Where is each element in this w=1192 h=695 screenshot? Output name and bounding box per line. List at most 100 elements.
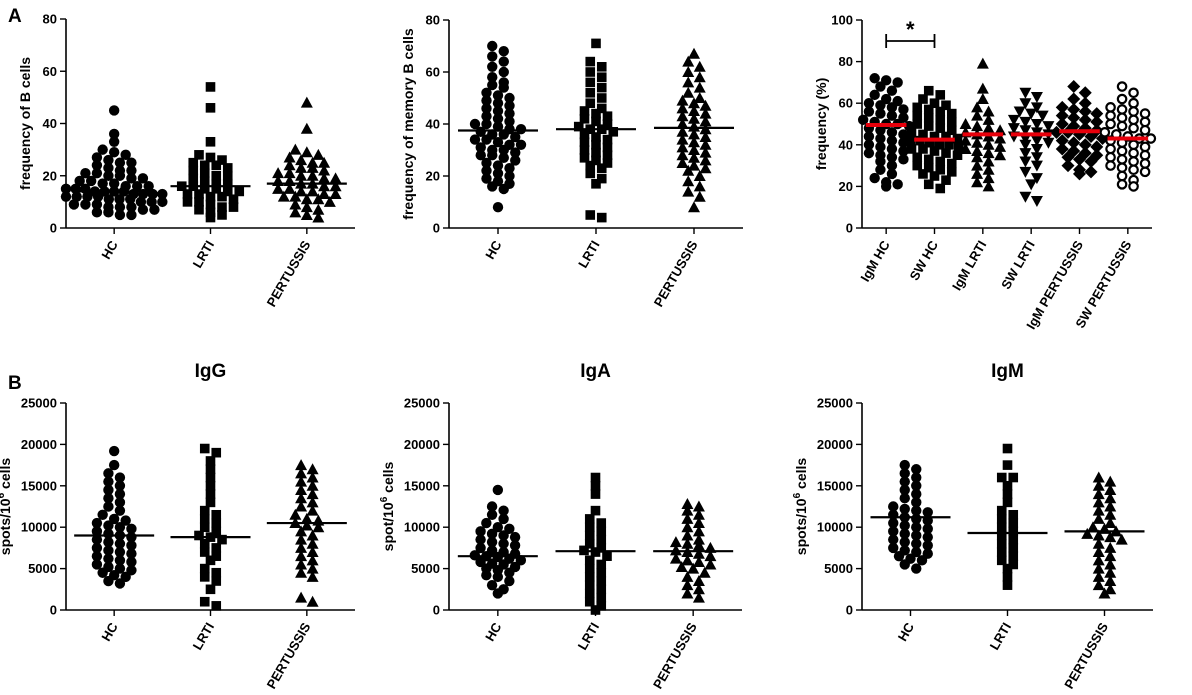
data-point-sw-lrti-8 <box>1019 116 1032 128</box>
data-point-hc-21 <box>85 175 97 187</box>
data-point-pertussis-9 <box>306 496 319 508</box>
data-point-hc-43 <box>510 155 521 166</box>
data-point-sw-pertussis-35 <box>1128 164 1139 176</box>
data-point-pertussis-8 <box>1092 504 1105 516</box>
data-point-hc-13 <box>486 536 498 548</box>
data-point-hc-31 <box>504 567 515 578</box>
data-point-pertussis-39 <box>693 180 706 192</box>
data-point-igm-lrti-4 <box>982 105 995 117</box>
data-point-hc-22 <box>888 526 899 537</box>
data-point-hc-34 <box>504 575 515 587</box>
chart-5: IgA spot/106 cells 0 5000 10000 15000 20000 250… <box>379 361 742 691</box>
data-point-hc-57 <box>103 207 114 218</box>
data-point-igm-pertussis-21 <box>1055 134 1069 148</box>
data-point-pertussis-17 <box>1104 531 1117 543</box>
data-point-pertussis-21 <box>1092 546 1105 558</box>
data-point-pertussis-15 <box>1081 527 1094 539</box>
data-point-sw-hc-34 <box>923 154 934 165</box>
data-point-hc-11 <box>899 503 910 515</box>
data-point-lrti-8 <box>199 505 210 516</box>
data-point-pertussis-24 <box>295 550 308 562</box>
data-point-hc-19 <box>91 526 103 537</box>
data-point-pertussis-11 <box>699 99 712 111</box>
data-point-hc-16 <box>481 103 492 114</box>
data-point-pertussis-17 <box>699 115 712 127</box>
data-point-hc-13 <box>126 165 137 176</box>
x-tick-label-hc: HC <box>98 237 121 261</box>
data-point-pertussis-30 <box>295 591 308 603</box>
series-lrti <box>176 82 245 223</box>
data-point-hc-39 <box>510 147 521 158</box>
data-point-hc-9 <box>126 157 137 168</box>
data-point-hc-1 <box>108 459 120 471</box>
data-point-hc-14 <box>80 167 91 179</box>
chart-title: IgM <box>991 361 1024 382</box>
data-point-pertussis-21 <box>676 125 689 137</box>
data-point-hc-35 <box>515 139 527 150</box>
data-point-hc-18 <box>126 173 137 184</box>
data-point-hc-32 <box>481 570 492 581</box>
data-point-hc-37 <box>157 188 168 200</box>
data-point-sw-hc-21 <box>952 133 963 144</box>
data-point-hc-34 <box>126 556 137 568</box>
series-lrti <box>194 443 227 611</box>
data-point-lrti-4 <box>584 514 595 524</box>
chart-2: frequency of memory B cells 0 20 40 60 80 HC LR… <box>400 13 743 309</box>
data-point-hc-48 <box>68 199 80 210</box>
data-point-igm-pertussis-10 <box>1078 113 1092 127</box>
data-point-pertussis-4 <box>693 71 706 83</box>
data-point-hc-36 <box>916 555 928 566</box>
data-point-hc-0 <box>108 105 120 116</box>
data-point-hc-53 <box>487 181 498 192</box>
data-point-sw-pertussis-6 <box>1128 106 1139 117</box>
data-point-sw-hc-17 <box>906 127 917 138</box>
x-tick-label-hc: HC <box>895 619 918 643</box>
data-point-hc-6 <box>899 484 910 496</box>
data-point-hc-27 <box>60 183 72 195</box>
data-point-lrti-7 <box>996 505 1007 516</box>
data-point-lrti-3 <box>585 67 596 77</box>
data-point-sw-hc-18 <box>918 129 928 140</box>
data-point-pertussis-29 <box>681 587 694 599</box>
data-point-pertussis-29 <box>306 570 319 582</box>
data-point-lrti-1 <box>211 447 222 458</box>
data-point-igm-hc-3 <box>875 81 886 92</box>
data-point-sw-pertussis-1 <box>1128 87 1139 99</box>
data-point-sw-pertussis-2 <box>1116 93 1128 105</box>
data-point-pertussis-29 <box>318 188 331 200</box>
data-point-hc-16 <box>103 520 114 531</box>
data-point-sw-pertussis-4 <box>1105 102 1116 113</box>
data-point-lrti-15 <box>584 555 595 566</box>
data-point-pertussis-2 <box>1092 479 1105 491</box>
data-point-sw-lrti-29 <box>1030 195 1043 207</box>
data-point-pertussis-14 <box>669 544 682 556</box>
data-point-pertussis-35 <box>323 195 336 207</box>
x-tick-label-hc: HC <box>482 237 505 261</box>
data-point-lrti-21 <box>205 555 216 566</box>
data-point-lrti-36 <box>217 210 227 220</box>
data-point-igm-hc-8 <box>863 98 875 109</box>
x-tick-label-pertussis: PERTUSSIS <box>264 620 314 692</box>
data-point-hc-39 <box>97 567 108 578</box>
data-point-pertussis-10 <box>1092 512 1105 524</box>
y-tick-label: 25000 <box>817 396 853 411</box>
data-point-hc-42 <box>103 194 115 205</box>
y-tick-label: 40 <box>839 137 853 152</box>
data-point-igm-hc-22 <box>875 125 886 136</box>
data-point-hc-5 <box>481 517 492 529</box>
data-point-igm-pertussis-25 <box>1055 142 1069 156</box>
data-point-sw-hc-24 <box>924 137 935 148</box>
data-point-pertussis-3 <box>692 508 705 520</box>
data-point-lrti-1 <box>205 103 216 113</box>
data-point-lrti-11 <box>579 106 590 116</box>
data-point-lrti-12 <box>211 170 222 181</box>
data-point-lrti-28 <box>228 194 239 205</box>
data-point-hc-28 <box>911 538 922 549</box>
data-point-pertussis-27 <box>681 579 694 591</box>
data-point-hc-6 <box>487 72 498 83</box>
data-point-pertussis-22 <box>688 128 700 140</box>
data-point-pertussis-2 <box>681 504 694 516</box>
data-point-lrti-1 <box>590 481 601 491</box>
data-point-hc-12 <box>97 509 108 520</box>
data-point-sw-hc-8 <box>946 108 957 119</box>
